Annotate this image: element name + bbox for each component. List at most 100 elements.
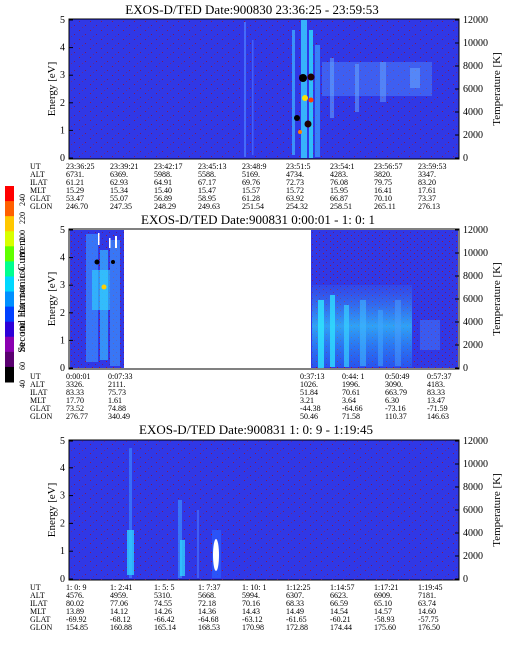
panel-2-y-axis: 0 1 2 3 4 5 Energy [eV] 0 2000 4000 6000… [46, 225, 503, 374]
y2-tick: 0 [463, 574, 468, 585]
y-tick: 0 [60, 363, 65, 374]
row-label: ALT [30, 591, 45, 600]
y2-tick: 4000 [463, 107, 483, 118]
table-cell: 6307. [286, 591, 304, 600]
y-tick: 5 [60, 225, 65, 236]
table-cell: 66.87 [330, 194, 348, 203]
colorbar-tick: 120 [18, 304, 27, 316]
y-axis-label: Energy [eV] [46, 272, 58, 326]
table-cell: 165.14 [154, 623, 176, 632]
y2-tick: 12000 [463, 225, 488, 236]
table-cell: 23:51:5 [286, 162, 310, 171]
table-cell: 1: 10: 1 [242, 583, 266, 592]
table-cell: 77.06 [110, 599, 128, 608]
panel-1-y-axis: 0 1 2 3 4 5 Energy [eV] 0 2000 4000 6000… [46, 15, 503, 164]
table-cell: 247.35 [110, 202, 132, 211]
y-tick: 2 [60, 308, 65, 319]
panel-3-y-axis: 0 1 2 3 4 5 Energy [eV] 0 2000 4000 6000… [46, 436, 503, 585]
table-cell: 663.79 [385, 388, 407, 397]
table-cell: 6731. [66, 170, 84, 179]
table-cell: 15.95 [330, 186, 348, 195]
colorbar-tick: 40 [18, 380, 27, 388]
table-cell: 13.47 [427, 396, 445, 405]
table-cell: 23:59:53 [418, 162, 446, 171]
table-cell: 23:54:1 [330, 162, 354, 171]
y-tick: 3 [60, 491, 65, 502]
row-label: GLON [30, 202, 52, 211]
colorbar-swatch [5, 306, 14, 323]
y-tick: 1 [60, 125, 65, 136]
row-label: ALT [30, 170, 45, 179]
table-cell: 79.75 [374, 178, 392, 187]
colorbar-tick: 100 [18, 323, 27, 335]
table-cell: 3.21 [300, 396, 314, 405]
table-cell: 15.57 [242, 186, 260, 195]
table-cell: 71.58 [342, 412, 360, 421]
y2-tick: 8000 [463, 271, 483, 282]
panel-1-heatmap [68, 18, 460, 160]
table-cell: 23:36:25 [66, 162, 94, 171]
table-cell: 70.10 [374, 194, 392, 203]
y2-tick: 10000 [463, 248, 488, 259]
table-cell: 0:37:13 [300, 372, 324, 381]
table-cell: 0:00:01 [66, 372, 90, 381]
table-cell: 248.29 [154, 202, 176, 211]
y-tick: 5 [60, 436, 65, 447]
table-cell: 76.08 [330, 178, 348, 187]
y2-tick: 2000 [463, 340, 483, 351]
table-cell: 1: 2:41 [110, 583, 132, 592]
table-cell: 70.16 [242, 599, 260, 608]
y2-axis-label: Temperature [K] [491, 262, 503, 335]
table-cell: 15.29 [66, 186, 84, 195]
table-cell: 1:19:45 [418, 583, 442, 592]
row-label: MLT [30, 186, 46, 195]
y-tick: 4 [60, 43, 65, 54]
panel-3-heatmap [68, 439, 460, 581]
row-label: GLON [30, 412, 52, 421]
table-cell: 67.17 [198, 178, 216, 187]
y2-tick: 4000 [463, 528, 483, 539]
table-cell: 66.59 [330, 599, 348, 608]
colorbar: Second Harmonic Current 40 60 80 100 120… [5, 186, 28, 388]
table-cell: 2111. [108, 380, 125, 389]
table-cell: 6909. [374, 591, 392, 600]
table-cell: 4734. [286, 170, 304, 179]
table-cell: 15.72 [286, 186, 304, 195]
row-label: ILAT [30, 599, 47, 608]
y-tick: 4 [60, 463, 65, 474]
table-cell: 83.20 [418, 178, 436, 187]
y-axis-label: Energy [eV] [46, 62, 58, 116]
row-label: GLON [30, 623, 52, 632]
table-cell: 1996. [342, 380, 360, 389]
panel-2-info-table: UT ALT ILAT MLT GLAT GLON 0:00:01 0:07:33… [30, 372, 451, 421]
table-cell: 63.74 [418, 599, 436, 608]
table-cell: 16.41 [374, 186, 392, 195]
table-cell: 146.63 [427, 412, 449, 421]
table-cell: 69.76 [242, 178, 260, 187]
table-cell: 15.34 [110, 186, 128, 195]
table-cell: 62.93 [110, 178, 128, 187]
panel-1: EXOS-D/TED Date:900830 23:36:25 - 23:59:… [30, 2, 503, 211]
y2-tick: 8000 [463, 482, 483, 493]
table-cell: 1:12:25 [286, 583, 310, 592]
y2-tick: 12000 [463, 15, 488, 26]
table-cell: 3326. [66, 380, 84, 389]
table-cell: 50.46 [300, 412, 318, 421]
table-cell: 14.54 [330, 607, 348, 616]
table-cell: -64.68 [198, 615, 219, 624]
table-cell: 174.44 [330, 623, 352, 632]
colorbar-swatch [5, 216, 14, 232]
table-cell: -66.42 [154, 615, 175, 624]
table-cell: 72.73 [286, 178, 304, 187]
table-cell: 73.52 [66, 404, 84, 413]
table-cell: 276.77 [66, 412, 88, 421]
colorbar-tick: 240 [18, 194, 27, 206]
y2-axis-label: Temperature [K] [491, 52, 503, 125]
table-cell: 61.21 [66, 178, 84, 187]
panel-2-heatmap [68, 228, 460, 370]
row-label: GLAT [30, 615, 51, 624]
row-label: ALT [30, 380, 45, 389]
table-cell: 176.50 [418, 623, 440, 632]
table-cell: -63.12 [242, 615, 263, 624]
table-cell: 170.98 [242, 623, 264, 632]
